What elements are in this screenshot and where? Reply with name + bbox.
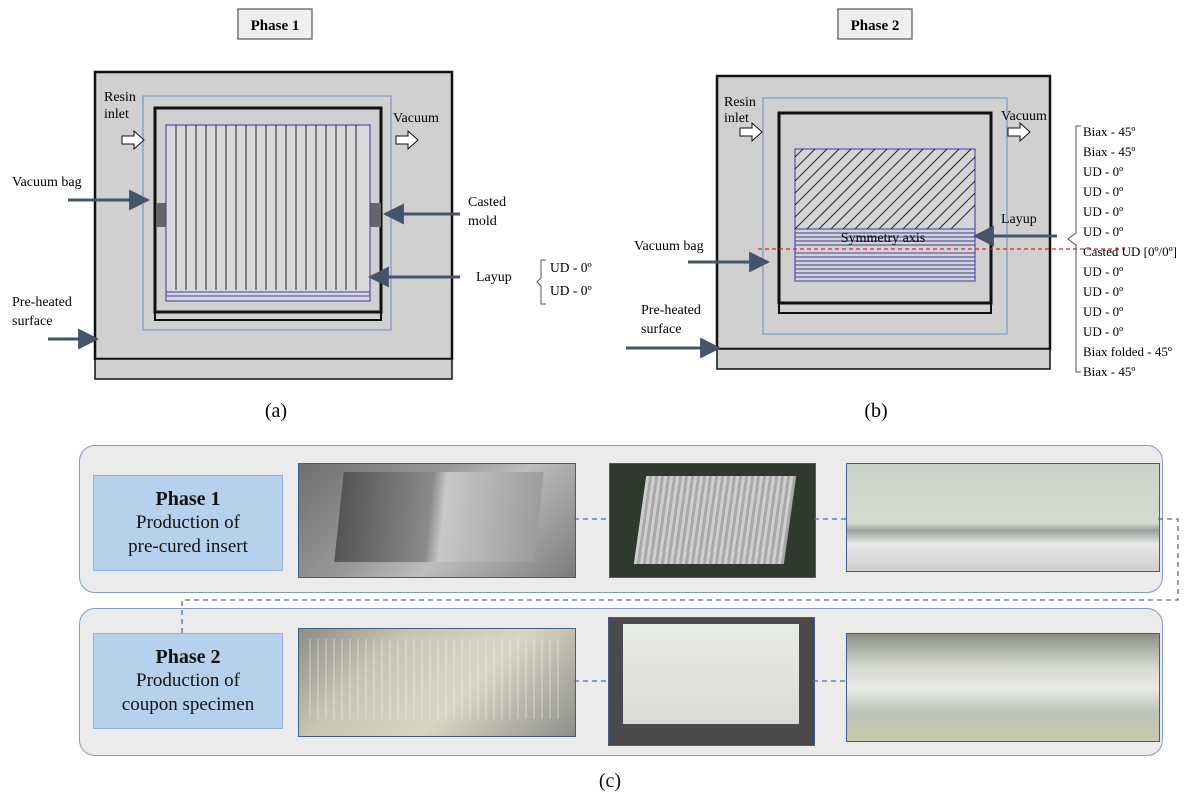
symmetry-axis-label: Symmetry axis: [841, 231, 925, 246]
photo-coupon-layup: [298, 628, 576, 737]
phase1-label-box: Phase 1 Production of pre-cured insert: [93, 475, 283, 571]
layup-b-item-9: UD - 0º: [1083, 304, 1123, 319]
fiber-lines-vertical: [175, 125, 357, 290]
photo-coupon-layup-grid: [309, 639, 559, 719]
layup-b-item-12: Biax - 45º: [1083, 364, 1135, 379]
phase1-title: Phase 1: [251, 18, 300, 34]
vacuum-arrow-icon: [395, 129, 419, 151]
layup-bracket: [536, 259, 546, 305]
ud-fiber-lines: [795, 232, 975, 278]
biax-region: [794, 148, 976, 230]
photo-coupon-plate: [608, 617, 815, 746]
biax-hatch-lines: [795, 149, 975, 229]
vacuum-bag-outline-b: [762, 97, 1008, 335]
layup-label: Layup: [476, 270, 512, 285]
preheated-label-1: Pre-heated: [12, 295, 72, 310]
layup-bracket-b: [1067, 125, 1081, 373]
photo-layup-fabric-sheet: [633, 476, 797, 564]
ud-region: [794, 228, 976, 282]
layup-item-1: UD - 0º: [550, 283, 592, 298]
preheated-label-b-2: surface: [641, 322, 681, 337]
casted-mold-label-2: mold: [468, 214, 497, 229]
mold-base-strip: [94, 358, 453, 380]
fiber-lines-horizontal: [166, 291, 370, 297]
resin-inlet-label-2: inlet: [104, 107, 129, 122]
resin-inlet-arrow-icon: [121, 129, 145, 151]
photo-insert-edge: [846, 463, 1160, 572]
layup-b-item-1: Biax - 45º: [1083, 144, 1135, 159]
vacuum-label: Vacuum: [393, 111, 439, 126]
layup-b-item-10: UD - 0º: [1083, 324, 1123, 339]
layup-list-b: Biax - 45º Biax - 45º UD - 0º UD - 0º UD…: [1083, 124, 1177, 379]
photo-mold-plate-insert: [334, 472, 544, 562]
layup-label-b: Layup: [1001, 212, 1037, 227]
vacuum-bag-label-b: Vacuum bag: [634, 239, 704, 254]
layup-item-0: UD - 0º: [550, 260, 592, 275]
phase2-label-line1: Production of: [136, 670, 240, 691]
resin-inlet-label-1: Resin: [104, 90, 136, 105]
preheated-label-b-1: Pre-heated: [641, 303, 701, 318]
mold-base-strip-b: [716, 348, 1051, 370]
resin-inlet-label-b-2: inlet: [724, 111, 749, 126]
layup-b-item-0: Biax - 45º: [1083, 124, 1135, 139]
phase2-label-line2: coupon specimen: [121, 694, 255, 715]
phase1-label-title: Phase 1: [155, 488, 221, 510]
preheated-label-2: surface: [12, 314, 52, 329]
photo-layup-fabric: [609, 463, 816, 578]
vacuum-label-b: Vacuum: [1001, 109, 1047, 124]
casted-mold-lower: [154, 311, 382, 321]
phase1-label-line2: pre-cured insert: [128, 536, 248, 557]
layup-b-item-2: UD - 0º: [1083, 164, 1123, 179]
phase2-label-title: Phase 2: [155, 646, 221, 668]
caption-b: (b): [864, 400, 887, 422]
mold-insert-right: [369, 203, 381, 227]
layup-b-item-7: UD - 0º: [1083, 264, 1123, 279]
caption-a: (a): [265, 400, 287, 422]
layup-b-item-4: UD - 0º: [1083, 204, 1123, 219]
layup-b-item-8: UD - 0º: [1083, 284, 1123, 299]
phase2-label-box: Phase 2 Production of coupon specimen: [93, 633, 283, 729]
mold-insert-left: [156, 203, 168, 227]
layup-b-item-5: UD - 0º: [1083, 224, 1123, 239]
photo-coupon-plate-panel: [623, 624, 799, 724]
caption-c: (c): [598, 770, 622, 792]
vacuum-bag-label: Vacuum bag: [12, 175, 82, 190]
layup-b-item-11: Biax folded - 45º: [1083, 344, 1172, 359]
photo-coupon-edge: [846, 633, 1160, 742]
phase1-title-box: [237, 8, 313, 40]
casted-mold-label-1: Casted: [468, 195, 506, 210]
layup-region: [165, 124, 371, 302]
layup-b-item-3: UD - 0º: [1083, 184, 1123, 199]
resin-inlet-label-b-1: Resin: [724, 95, 756, 110]
resin-inlet-arrow-icon-b: [739, 121, 763, 143]
layup-b-item-6: Casted UD [0º/0º]: [1083, 244, 1177, 259]
phase2-title-box: [837, 8, 913, 40]
phase1-label-line1: Production of: [136, 512, 240, 533]
photo-mold-plate: [298, 463, 576, 578]
phase2-title: Phase 2: [851, 18, 900, 34]
casted-mold-lower-b: [778, 302, 992, 314]
vacuum-arrow-icon-b: [1007, 121, 1031, 143]
